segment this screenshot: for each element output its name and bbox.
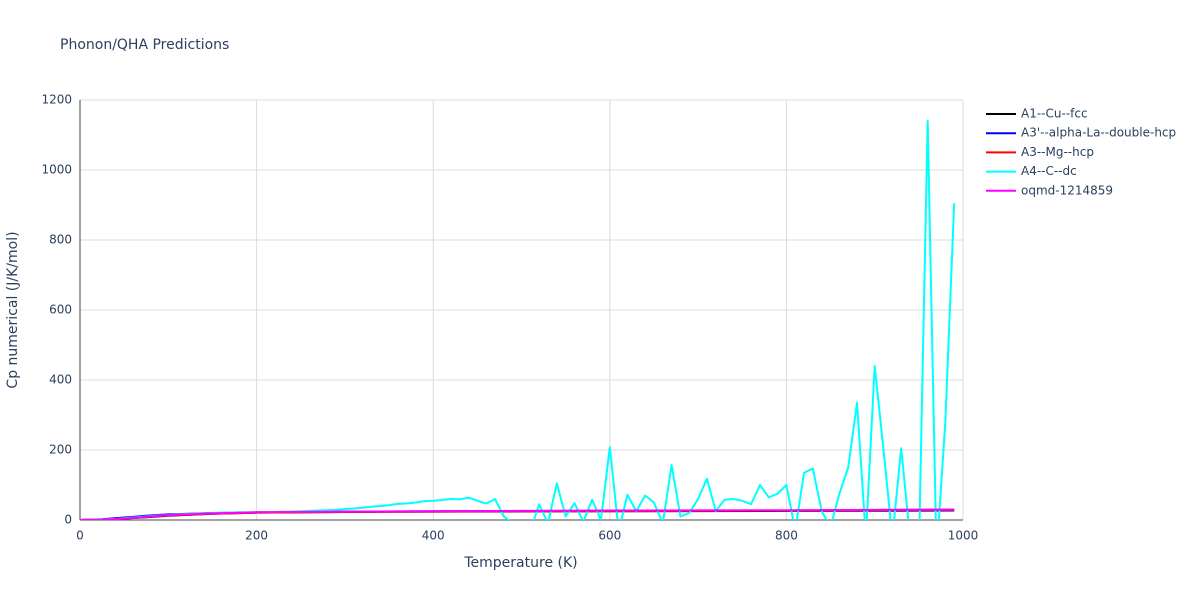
y-tick-label: 800 [49, 233, 72, 247]
plot-area [80, 120, 956, 520]
x-axis-title: Temperature (K) [463, 555, 577, 571]
legend-label: A3--Mg--hcp [1021, 145, 1094, 159]
legend-label: A1--Cu--fcc [1021, 107, 1088, 121]
y-tick-label: 600 [49, 303, 72, 317]
series-line [80, 120, 956, 520]
y-tick-label: 1000 [41, 163, 72, 177]
legend: A1--Cu--fcc A3'--alpha-La--double-hcp A3--… [986, 107, 1176, 197]
legend-label: A3'--alpha-La--double-hcp [1021, 126, 1176, 140]
y-axis-title: Cp numerical (J/K/mol) [5, 231, 21, 388]
y-tick-label: 0 [64, 513, 72, 527]
x-tick-label: 800 [775, 529, 798, 543]
x-tick-label: 400 [422, 529, 445, 543]
x-tick-label: 1000 [948, 529, 979, 543]
x-tick-label: 0 [76, 529, 84, 543]
chart-title: Phonon/QHA Predictions [60, 37, 229, 53]
grid: 0 200 400 600 800 1000 1200 0 200 400 600 800 1000 [41, 93, 978, 543]
y-tick-label: 1200 [41, 93, 72, 107]
legend-label: oqmd-1214859 [1021, 183, 1113, 197]
series-line [80, 508, 955, 520]
y-tick-label: 200 [49, 443, 72, 457]
y-tick-label: 400 [49, 373, 72, 387]
x-tick-label: 600 [598, 529, 621, 543]
x-tick-label: 200 [245, 529, 268, 543]
legend-label: A4--C--dc [1021, 164, 1077, 178]
